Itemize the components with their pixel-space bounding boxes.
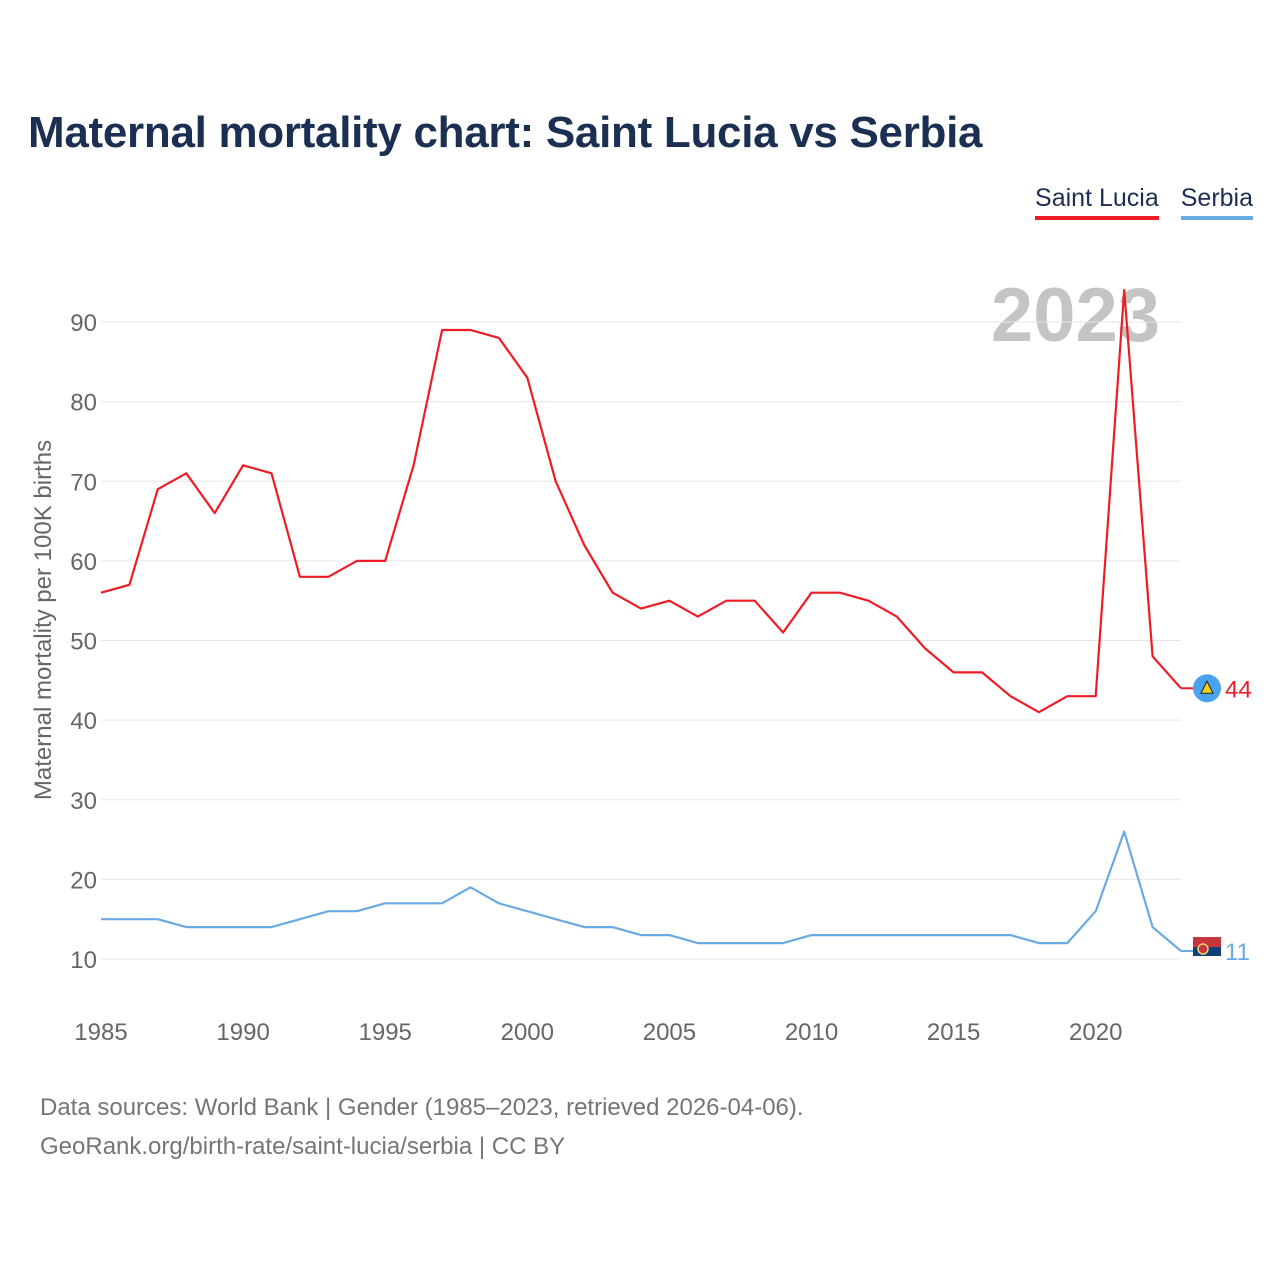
legend-item-serbia[interactable]: Serbia <box>1180 184 1253 220</box>
year-watermark: 2023 <box>991 273 1160 358</box>
line-chart: 2023 10 20 30 40 50 60 70 80 90 1985 1990 1995 2000 20… <box>30 273 1252 1046</box>
legend-item-saint-lucia[interactable]: Saint Lucia <box>1035 184 1159 220</box>
source-line-attribution[interactable]: GeoRank.org/birth-rate/saint-lucia/serbi… <box>40 1133 566 1160</box>
y-tick-label: 70 <box>70 469 97 496</box>
y-tick-label: 90 <box>70 310 97 337</box>
flag-saint-lucia-triangle <box>1200 680 1214 694</box>
y-tick-label: 10 <box>70 947 97 974</box>
flag-serbia-emblem <box>1197 943 1209 955</box>
x-tick-label: 2005 <box>643 1019 696 1046</box>
y-tick-label: 20 <box>70 867 97 894</box>
legend: Saint Lucia Serbia <box>1035 184 1253 220</box>
x-tick-label: 1995 <box>359 1019 412 1046</box>
x-tick-label: 1985 <box>74 1019 127 1046</box>
x-tick-label: 2010 <box>785 1019 838 1046</box>
y-tick-label: 50 <box>70 629 97 656</box>
source-note: Data sources: World Bank | Gender (1985–… <box>40 1088 804 1166</box>
x-tick-label: 2000 <box>501 1019 554 1046</box>
y-tick-label: 30 <box>70 788 97 815</box>
y-tick-label: 40 <box>70 708 97 735</box>
y-axis-label: Maternal mortality per 100K births <box>30 440 57 800</box>
x-tick-label: 2015 <box>927 1019 980 1046</box>
flag-serbia-red-band <box>1193 937 1221 948</box>
series-line-serbia <box>101 830 1182 952</box>
y-tick-label: 60 <box>70 549 97 576</box>
end-value-label-serbia: 11 <box>1225 939 1250 966</box>
chart-title: Maternal mortality chart: Saint Lucia vs… <box>28 108 983 157</box>
y-tick-label: 80 <box>70 390 97 417</box>
end-value-label-saint-lucia: 44 <box>1225 676 1252 703</box>
x-tick-label: 2020 <box>1069 1019 1122 1046</box>
source-line-data: Data sources: World Bank | Gender (1985–… <box>40 1094 804 1121</box>
x-tick-label: 1990 <box>216 1019 269 1046</box>
series-line-saint-lucia <box>100 289 1182 714</box>
